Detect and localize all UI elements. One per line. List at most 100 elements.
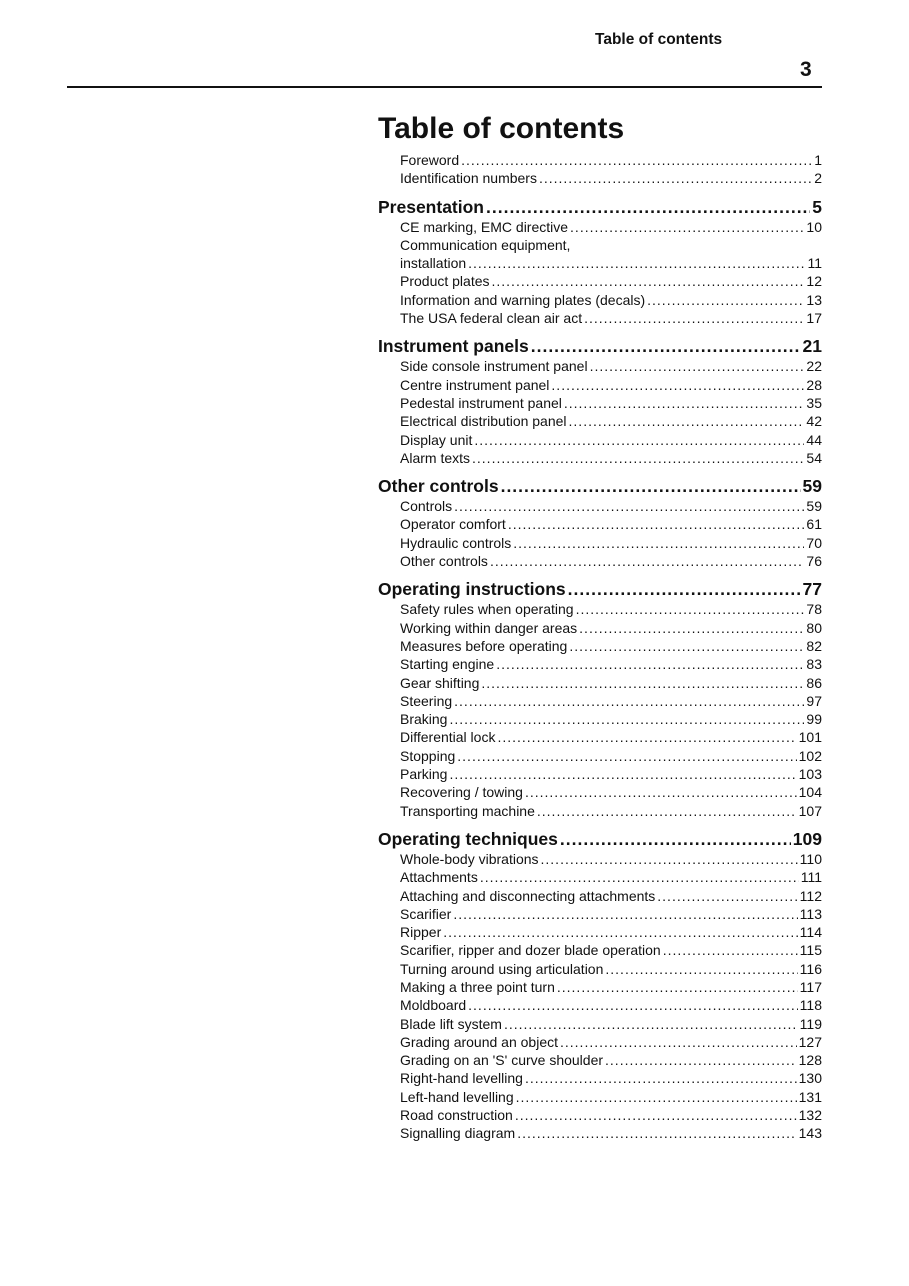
toc-entry[interactable]: Side console instrument panel 22: [400, 357, 822, 375]
toc-entry-page: 104: [798, 784, 822, 801]
running-header: Table of contents: [595, 31, 723, 48]
toc-entry-label: Foreword: [400, 152, 460, 168]
dot-leader: [605, 960, 797, 978]
section-page: 59: [802, 476, 822, 497]
toc-entry[interactable]: Gear shifting 86: [400, 674, 822, 692]
toc-entry[interactable]: Parking 103: [400, 765, 822, 783]
toc-entry-label: Operator comfort: [400, 516, 506, 533]
toc-entry[interactable]: installation 11: [400, 254, 822, 272]
toc-entry-page: 116: [799, 960, 822, 977]
toc-entry-page: 11: [807, 255, 822, 272]
toc-entry-page: 17: [806, 310, 822, 327]
toc-entry-label: The USA federal clean air act: [400, 310, 583, 327]
dot-leader: [492, 272, 805, 290]
dot-leader: [657, 887, 797, 905]
toc-entry[interactable]: Display unit 44: [400, 431, 822, 449]
toc-section-heading[interactable]: Instrument panels 21: [378, 335, 822, 357]
toc-entry-label: Product plates: [400, 273, 490, 290]
toc-entry-page: 86: [806, 674, 822, 691]
toc-entry-label: Stopping: [400, 747, 456, 764]
toc-entry[interactable]: Turning around using articulation 116: [400, 960, 822, 978]
toc-entry-page: 107: [798, 802, 822, 819]
toc-entry-label: Attachments: [400, 869, 478, 886]
toc-entry[interactable]: Attaching and disconnecting attachments 1…: [400, 887, 822, 905]
toc-section-heading[interactable]: Operating techniques 109: [378, 828, 822, 850]
toc-entry-label: Ripper: [400, 924, 442, 941]
toc-entry[interactable]: Ripper 114: [400, 923, 822, 941]
toc-entry[interactable]: Alarm texts 54: [400, 449, 822, 467]
toc-entry-page: 118: [799, 997, 822, 1014]
toc-entry[interactable]: CE marking, EMC directive 10: [400, 218, 822, 236]
toc-section-heading[interactable]: Other controls 59: [378, 475, 822, 497]
toc-entry[interactable]: Operator comfort 61: [400, 515, 822, 533]
toc-entry[interactable]: Making a three point turn 117: [400, 978, 822, 996]
dot-leader: [516, 1088, 797, 1106]
toc-entry[interactable]: Braking 99: [400, 710, 822, 728]
toc-entry-page: 76: [806, 553, 822, 570]
toc-entry[interactable]: Recovering / towing 104: [400, 783, 822, 801]
dot-leader: [569, 412, 805, 430]
toc-entry[interactable]: Road construction 132: [400, 1106, 822, 1124]
toc-entry[interactable]: Safety rules when operating 78: [400, 600, 822, 618]
toc-entry[interactable]: Information and warning plates (decals) 1…: [400, 291, 822, 309]
toc-entry[interactable]: Centre instrument panel 28: [400, 376, 822, 394]
toc-entry-label: Moldboard: [400, 997, 467, 1014]
toc-entry[interactable]: Left-hand levelling 131: [400, 1088, 822, 1106]
toc-entry[interactable]: Stopping 102: [400, 747, 822, 765]
toc-entry[interactable]: Measures before operating 82: [400, 637, 822, 655]
toc-entry-label: Recovering / towing: [400, 784, 523, 801]
toc-entry-page: 28: [806, 376, 822, 393]
toc-entry-label: Right-hand levelling: [400, 1070, 523, 1087]
toc-entry-page: 143: [798, 1125, 822, 1142]
toc-entry-page: 70: [806, 534, 822, 551]
toc-entry[interactable]: Scarifier, ripper and dozer blade operat…: [400, 941, 822, 959]
toc-entry-label: Display unit: [400, 431, 473, 448]
toc-entry[interactable]: Steering 97: [400, 692, 822, 710]
toc-entry-page: 110: [799, 850, 822, 867]
toc-entry[interactable]: Communication equipment,: [400, 236, 822, 254]
toc-entry[interactable]: Controls 59: [400, 497, 822, 515]
toc-entry-page: 128: [798, 1052, 822, 1069]
dot-leader: [474, 431, 804, 449]
toc-entry-label: Grading on an 'S' curve shoulder: [400, 1052, 604, 1069]
toc-entry-label: Hydraulic controls: [400, 534, 512, 551]
toc-entry-label: Attaching and disconnecting attachments: [400, 887, 656, 904]
toc-entry-label: Other controls: [400, 553, 488, 570]
dot-leader: [504, 1015, 798, 1033]
toc-entry[interactable]: Scarifier 113: [400, 905, 822, 923]
dot-leader: [497, 728, 796, 746]
toc-entry[interactable]: Identification numbers 2: [400, 169, 822, 187]
toc-entry[interactable]: Whole-body vibrations 110: [400, 850, 822, 868]
dot-leader: [508, 515, 805, 533]
toc-entry-page: 131: [798, 1088, 822, 1105]
toc-entry[interactable]: Grading around an object 127: [400, 1033, 822, 1051]
toc-entry[interactable]: Starting engine 83: [400, 655, 822, 673]
dot-leader: [560, 828, 791, 850]
toc-entry[interactable]: Moldboard 118: [400, 996, 822, 1014]
toc-entry-label: Differential lock: [400, 729, 496, 746]
toc-entry[interactable]: Product plates 12: [400, 272, 822, 290]
toc-entry[interactable]: Working within danger areas 80: [400, 619, 822, 637]
toc-entry[interactable]: Pedestal instrument panel 35: [400, 394, 822, 412]
toc-section-heading[interactable]: Operating instructions 77: [378, 578, 822, 600]
dot-leader: [486, 196, 810, 218]
toc-entry[interactable]: Differential lock 101: [400, 728, 822, 746]
toc-entry[interactable]: Electrical distribution panel 42: [400, 412, 822, 430]
toc-entry-page: 119: [799, 1015, 822, 1032]
toc-entry[interactable]: Transporting machine 107: [400, 802, 822, 820]
toc-entry-label: Safety rules when operating: [400, 601, 574, 618]
toc-entry[interactable]: Signalling diagram 143: [400, 1124, 822, 1142]
toc-entry-page: 44: [806, 431, 822, 448]
toc-entry-page: 132: [798, 1107, 822, 1124]
toc-entry[interactable]: Right-hand levelling 130: [400, 1069, 822, 1087]
toc-entry[interactable]: Other controls 76: [400, 552, 822, 570]
dot-leader: [472, 449, 804, 467]
toc-entry[interactable]: Hydraulic controls 70: [400, 534, 822, 552]
dot-leader: [515, 1106, 797, 1124]
toc-entry[interactable]: Foreword 1: [400, 151, 822, 169]
toc-section-heading[interactable]: Presentation 5: [378, 196, 822, 218]
toc-entry[interactable]: Blade lift system 119: [400, 1015, 822, 1033]
toc-entry[interactable]: Grading on an 'S' curve shoulder 128: [400, 1051, 822, 1069]
toc-entry[interactable]: Attachments 111: [400, 868, 822, 886]
toc-entry[interactable]: The USA federal clean air act 17: [400, 309, 822, 327]
